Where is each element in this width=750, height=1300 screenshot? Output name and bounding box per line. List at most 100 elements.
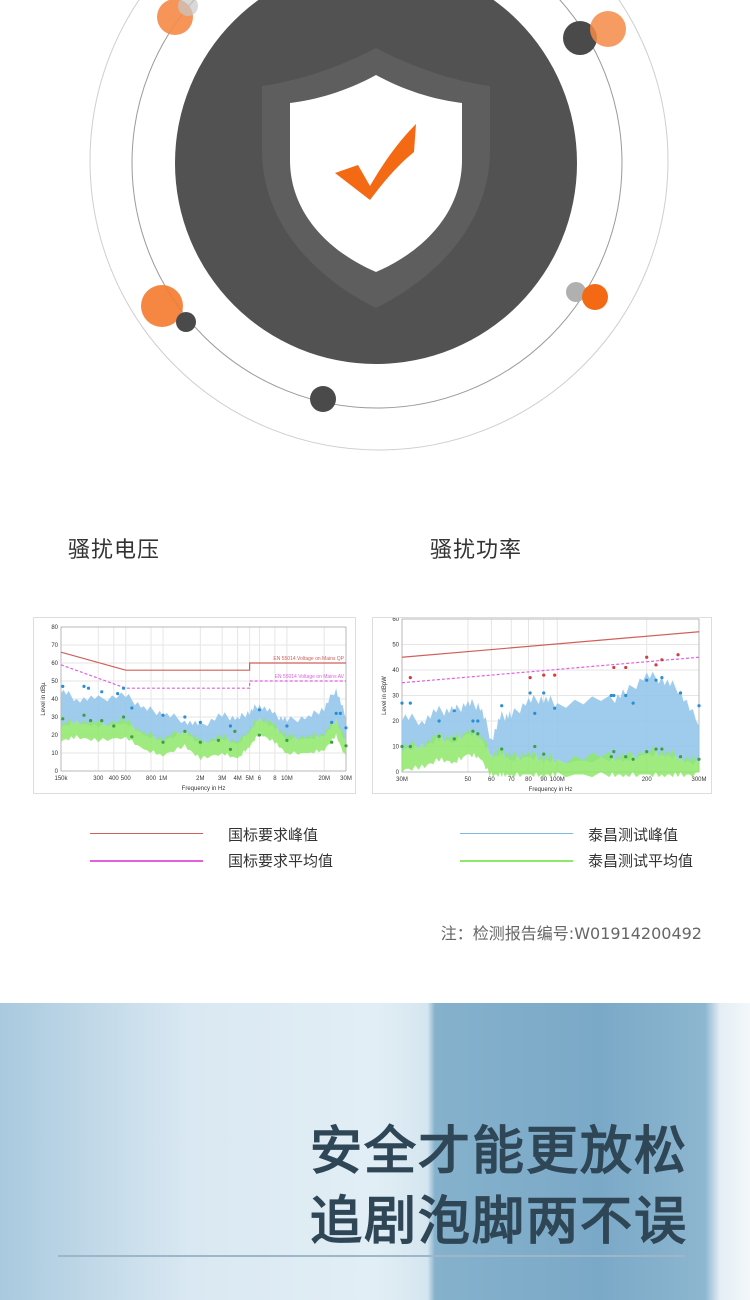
y-tick-label: 20 [392,719,399,725]
test-report-note: 注：检测报告编号:W01914200492 [440,924,702,943]
marker-peak [334,711,338,715]
x-tick-label: 100M [550,777,565,783]
marker-peak [678,691,683,695]
voltage-chart-svg: 0 10 20 30 40 50 60 70 80 150k 300 400 500 800 1M 2M 3M 4… [41,625,352,792]
x-tick-label: 50 [465,777,472,783]
y-tick-label: 0 [55,769,59,775]
marker-avg [233,729,237,733]
marker-avg [285,738,289,742]
y-tick-label: 30 [392,694,399,700]
marker-avg [408,744,412,749]
x-tick-label: 30M [396,777,408,783]
marker-avg [257,733,262,737]
inner-ring [131,0,623,409]
x-tick-label: 200 [642,777,653,783]
x-tick-label: 20M [318,776,330,782]
voltage-section-title: 骚扰电压 [68,538,161,563]
marker-avg [631,757,635,761]
shield-hero-graphic [89,0,669,451]
marker-peak [500,704,504,708]
marker-qp [612,665,616,670]
marker-avg [82,713,86,717]
peak-series-band [61,688,346,746]
marker-peak [437,719,441,723]
marker-peak [86,686,91,690]
limit-line-peak [60,651,346,671]
marker-peak [400,701,404,705]
marker-peak [61,684,65,688]
limit-line-label: EN 55014 Voltage on Mains AV [275,674,345,680]
marker-avg [471,729,475,733]
x-tick-label: 10M [281,776,293,782]
marker-avg [660,747,664,751]
x-tick-label: 800 [146,776,157,782]
marker-avg [198,740,202,744]
marker-avg [645,750,649,754]
y-tick-label: 30 [51,715,58,721]
marker-peak [533,711,537,715]
x-tick-label: 70 [508,777,515,783]
marker-avg [609,755,613,759]
y-tick-label: 50 [392,643,399,649]
marker-peak [452,709,456,713]
marker-avg [452,737,456,741]
y-tick-label: 70 [51,643,58,649]
marker-avg [228,747,233,751]
marker-avg [533,744,537,749]
marker-peak [631,701,635,705]
marker-avg [344,744,348,748]
shield-inner-icon [290,75,462,272]
x-tick-label: 8 [273,776,277,782]
marker-peak [161,713,165,717]
x-tick-label: 80 [525,777,532,783]
y-tick-label: 80 [51,625,58,631]
lifestyle-banner: 安全才能更放松 追剧泡脚两不误 [0,1003,750,1300]
marker-peak [82,684,86,688]
marker-peak [198,720,202,724]
y-tick-label: 60 [392,618,399,623]
x-tick-label: 90 [540,777,547,783]
marker-peak [100,690,104,694]
legend-label-limit-peak: 国标要求峰值 [228,826,319,844]
marker-qp [624,665,628,670]
marker-peak [612,693,616,698]
banner-divider [58,1255,685,1257]
y-tick-label: 40 [51,697,58,703]
marker-avg [612,750,616,754]
x-tick-label: 3M [218,776,226,782]
marker-qp [676,653,680,657]
y-tick-label: 10 [392,745,399,751]
y-tick-label: 20 [51,733,58,739]
legend-line-limit-peak [90,833,203,834]
marker-avg [100,719,104,723]
marker-peak [121,686,126,690]
checkmark-icon [335,124,416,200]
legend-label-test-avg: 泰昌测试平均值 [588,852,694,870]
marker-avg [500,747,504,751]
marker-peak [609,693,613,698]
marker-avg [624,755,628,759]
marker-peak [257,708,262,712]
marker-avg [400,744,404,749]
marker-peak [553,706,557,710]
x-tick-label: 500 [121,776,132,782]
x-tick-label: 300 [93,776,104,782]
legend-line-limit-avg [90,860,203,862]
marker-peak [338,711,342,715]
outer-ring [89,0,669,451]
legend-line-test-avg [460,860,573,862]
marker-peak [624,693,628,698]
marker-qp [654,663,658,667]
legend-label-limit-avg: 国标要求平均值 [228,852,334,870]
marker-peak [542,691,546,695]
marker-peak [130,706,134,710]
x-axis-label: Frequency in Hz [529,787,573,793]
marker-peak [183,715,187,719]
marker-avg [183,729,187,733]
marker-peak [116,692,120,696]
marker-avg [216,738,221,742]
y-tick-label: 60 [51,661,58,667]
marker-avg [654,747,658,751]
marker-avg [542,752,546,756]
y-axis-label: Level in dBµ [41,682,47,716]
